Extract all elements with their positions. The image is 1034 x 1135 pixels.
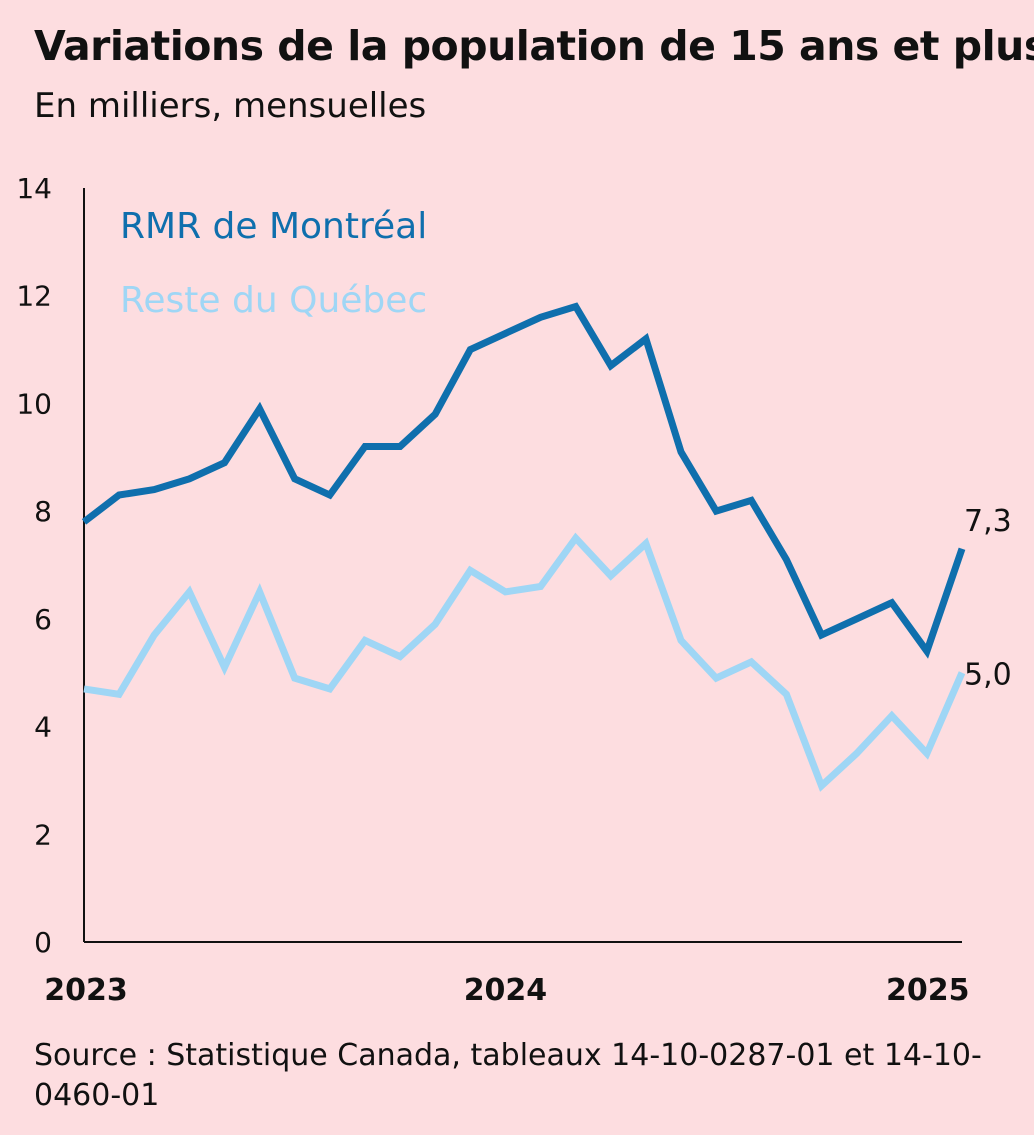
chart-title: Variations de la population de 15 ans et… — [34, 22, 1034, 70]
y-tick-label: 12 — [16, 280, 52, 313]
x-tick-label: 2023 — [44, 973, 128, 1008]
y-tick-label: 6 — [34, 603, 52, 636]
x-tick-label: 2024 — [464, 973, 548, 1008]
series-line-reste-du-quebec — [83, 532, 966, 792]
y-tick-label: 14 — [16, 172, 52, 205]
y-tick-label: 4 — [34, 711, 52, 744]
chart-subtitle: En milliers, mensuelles — [34, 86, 427, 126]
legend-label: RMR de Montréal — [120, 206, 427, 247]
y-tick-label: 10 — [16, 387, 52, 420]
y-tick-label: 2 — [34, 818, 52, 851]
legend-label: Reste du Québec — [120, 280, 427, 321]
x-tick-label: 2025 — [886, 973, 970, 1008]
end-value-label: 5,0 — [964, 658, 1012, 693]
source-note: Source : Statistique Canada, tableaux 14… — [34, 1038, 982, 1113]
series-line-montreal — [81, 302, 966, 659]
y-tick-label: 0 — [34, 926, 52, 959]
y-tick-label: 8 — [34, 495, 52, 528]
end-value-label: 7,3 — [964, 504, 1012, 539]
